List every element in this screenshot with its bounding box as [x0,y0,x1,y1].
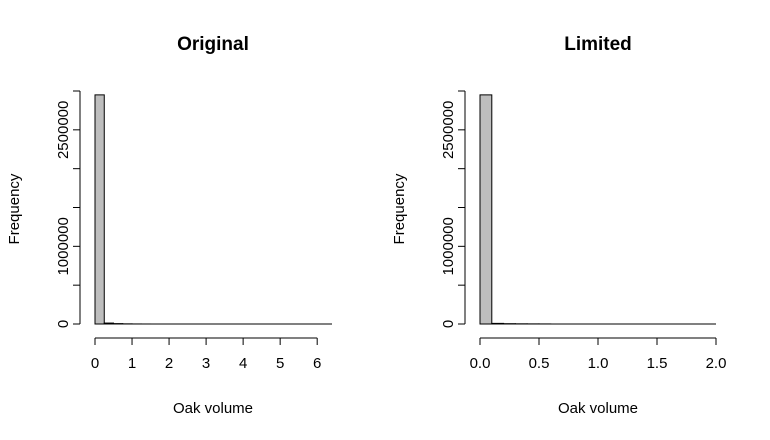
y-tick-label: 0 [440,320,457,328]
chart-title: Original [177,34,249,55]
x-tick-label: 5 [276,355,284,372]
x-tick-label: 2 [165,355,173,372]
bars [94,94,332,325]
x-tick-label: 1.0 [588,355,609,372]
bars [479,94,716,325]
x-tick-label: 4 [239,355,247,372]
histogram-limited: Limited Oak volume Frequency 0.0 0.5 1.0 1.… [391,34,726,417]
x-tick-label: 0 [91,355,99,372]
y-tick-label: 1000000 [55,217,72,275]
x-tick-label: 1.5 [647,355,668,372]
y-tick-label: 0 [55,320,72,328]
x-axis: 0 1 2 3 4 5 6 [91,337,321,372]
histogram-original: Original Oak volume Frequency 0 1 2 3 4 5 6 0 1… [6,34,332,417]
histogram-bar [103,322,115,325]
y-tick-label: 2500000 [55,101,72,159]
x-axis: 0.0 0.5 1.0 1.5 2.0 [470,337,727,372]
y-axis: 0 1000000 2500000 [440,90,466,328]
x-tick-label: 2.0 [706,355,727,372]
chart-title: Limited [564,34,632,55]
histogram-bar [491,322,505,325]
x-tick-label: 6 [313,355,321,372]
y-axis-label: Frequency [6,173,23,244]
y-tick-label: 1000000 [440,217,457,275]
y-axis-label: Frequency [391,173,408,244]
x-tick-label: 3 [202,355,210,372]
y-tick-label: 2500000 [440,101,457,159]
histogram-bar [94,94,105,325]
histogram-bar [479,94,493,325]
x-axis-label: Oak volume [173,400,253,417]
x-tick-label: 0.0 [470,355,491,372]
x-tick-label: 1 [128,355,136,372]
y-axis: 0 1000000 2500000 [55,90,81,328]
x-axis-label: Oak volume [558,400,638,417]
x-tick-label: 0.5 [529,355,550,372]
